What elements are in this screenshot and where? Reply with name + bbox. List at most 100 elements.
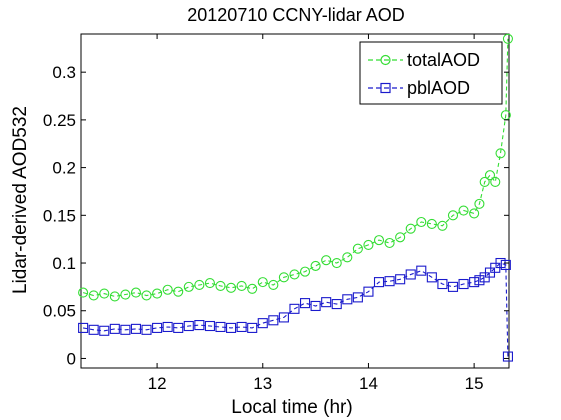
data-point-totalaod [458,205,469,216]
data-point-totalaod [226,282,237,293]
data-point-pblaod [268,315,279,326]
data-point-totalaod [395,232,406,243]
data-point-pblaod [363,286,374,297]
data-point-pblaod [437,278,448,290]
data-point-pblaod [416,265,427,276]
data-point-pblaod [194,320,205,331]
data-point-totalaod [484,170,496,181]
data-point-pblaod [162,321,173,333]
data-point-pblaod [395,274,406,285]
data-point-pblaod [78,322,89,333]
y-tick-label: 0 [67,349,76,368]
y-tick-label: 0.2 [52,159,76,178]
data-point-totalaod [447,210,459,221]
data-point-pblaod [310,300,321,312]
y-axis-ticks: 0 0.05 0.1 0.15 0.2 0.25 0.3 [43,63,509,368]
x-axis-ticks: 12 13 14 15 [148,34,484,393]
legend-box [359,41,503,105]
legend: totalAOD pblAOD [359,41,503,105]
data-point-pblaod [289,303,300,314]
data-point-pblaod [226,322,237,333]
data-point-totalaod [342,252,353,263]
data-point-pblaod [502,351,513,362]
data-point-pblaod [278,312,289,323]
data-point-totalaod [331,257,342,269]
y-tick-label: 0.1 [52,254,76,273]
data-point-totalaod [183,281,194,292]
data-point-totalaod [495,148,506,159]
data-point-pblaod [299,298,311,309]
y-tick-label: 0.3 [52,63,76,82]
data-point-totalaod [289,269,300,280]
data-point-pblaod [384,276,395,287]
data-point-totalaod [152,288,163,299]
data-point-totalaod [310,260,321,271]
data-point-totalaod [373,235,385,246]
series-line-totalaod [82,38,509,297]
data-point-totalaod [109,291,120,302]
data-point-totalaod [437,220,448,231]
data-point-totalaod [405,223,416,234]
data-point-pblaod [342,294,353,305]
data-point-pblaod [88,324,99,335]
data-point-pblaod [447,281,459,292]
data-point-totalaod [120,289,131,300]
data-point-pblaod [458,278,469,290]
legend-entry-pblaod: pblAOD [368,78,470,98]
data-point-pblaod [109,323,120,334]
data-point-pblaod [173,322,184,333]
data-point-pblaod [500,259,511,270]
data-point-totalaod [363,239,374,250]
data-point-pblaod [352,292,363,303]
data-point-totalaod [204,278,215,289]
data-point-pblaod [247,322,258,333]
x-axis-label: Local time (hr) [231,397,352,418]
data-point-totalaod [88,290,99,301]
data-point-pblaod [405,269,416,280]
data-point-pblaod [331,299,342,310]
data-point-totalaod [236,280,247,291]
data-point-totalaod [130,287,142,298]
data-point-pblaod [236,321,247,333]
x-tick-label: 15 [465,374,484,393]
data-point-pblaod [474,275,485,286]
data-point-totalaod [78,287,89,298]
data-point-pblaod [99,325,110,336]
data-point-totalaod [162,284,173,295]
series-line-pblaod [83,262,509,357]
y-axis-label: Lidar-derived AOD532 [10,106,31,294]
series-layer [78,33,513,362]
x-tick-label: 13 [253,374,272,393]
data-point-pblaod [426,272,437,283]
data-point-totalaod [469,208,480,219]
legend-label-pblaod: pblAOD [407,78,470,98]
y-tick-label: 0.05 [43,302,76,321]
data-point-totalaod [416,216,427,228]
data-point-totalaod [99,288,110,299]
data-point-pblaod [152,322,163,333]
data-point-totalaod [141,290,152,301]
data-point-totalaod [384,237,395,249]
data-point-totalaod [474,198,485,209]
data-point-totalaod [426,218,437,229]
data-point-totalaod [278,272,289,283]
data-point-pblaod [257,318,268,329]
y-tick-label: 0.25 [43,111,76,130]
x-tick-label: 12 [148,374,167,393]
data-point-totalaod [502,33,513,44]
data-point-totalaod [352,243,363,254]
data-point-pblaod [183,320,194,332]
legend-label-totalaod: totalAOD [407,50,480,70]
legend-marker-totalaod [380,54,391,66]
legend-marker-pblaod [380,82,391,94]
chart-title: 20120710 CCNY-lidar AOD [187,5,404,25]
data-point-totalaod [268,279,279,291]
data-point-pblaod [321,297,332,308]
x-tick-label: 14 [359,374,378,393]
y-tick-label: 0.15 [43,206,76,225]
legend-entry-totalaod: totalAOD [368,50,480,70]
series-pblaod [78,257,513,362]
data-point-totalaod [490,176,501,187]
data-point-totalaod [194,279,205,291]
